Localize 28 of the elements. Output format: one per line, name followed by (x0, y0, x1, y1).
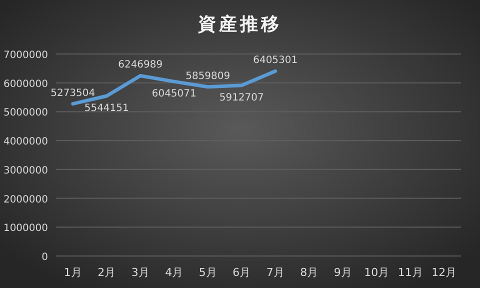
x-tick-label: 7月 (266, 266, 284, 279)
x-tick-label: 2月 (98, 266, 116, 279)
y-tick-label: 7000000 (3, 50, 48, 61)
y-tick-label: 2000000 (3, 194, 48, 206)
data-label: 5544151 (84, 103, 129, 114)
x-tick-label: 3月 (131, 266, 150, 279)
data-label: 5859809 (186, 70, 230, 82)
data-label: 6045071 (152, 88, 196, 100)
x-tick-label: 12月 (432, 266, 457, 279)
data-label: 6405301 (253, 55, 298, 66)
data-label: 5273504 (50, 88, 96, 99)
x-tick-label: 11月 (398, 266, 423, 279)
y-tick-label: 3000000 (3, 165, 48, 176)
y-tick-label: 0 (42, 252, 48, 263)
data-label: 5912707 (219, 92, 264, 104)
x-tick-label: 9月 (334, 266, 352, 279)
x-tick-label: 4月 (165, 266, 184, 279)
x-tick-label: 1月 (64, 266, 82, 279)
chart-title: 資産推移 (197, 14, 282, 35)
data-label: 6246989 (118, 60, 163, 71)
x-tick-label: 5月 (198, 266, 217, 279)
y-tick-label: 6000000 (3, 78, 48, 90)
x-tick-label: 8月 (300, 266, 318, 279)
x-tick-label: 10月 (364, 266, 390, 279)
y-tick-label: 4000000 (3, 136, 48, 148)
y-tick-label: 1000000 (3, 223, 48, 234)
y-tick-label: 5000000 (3, 108, 48, 119)
x-tick-label: 6月 (232, 266, 251, 279)
